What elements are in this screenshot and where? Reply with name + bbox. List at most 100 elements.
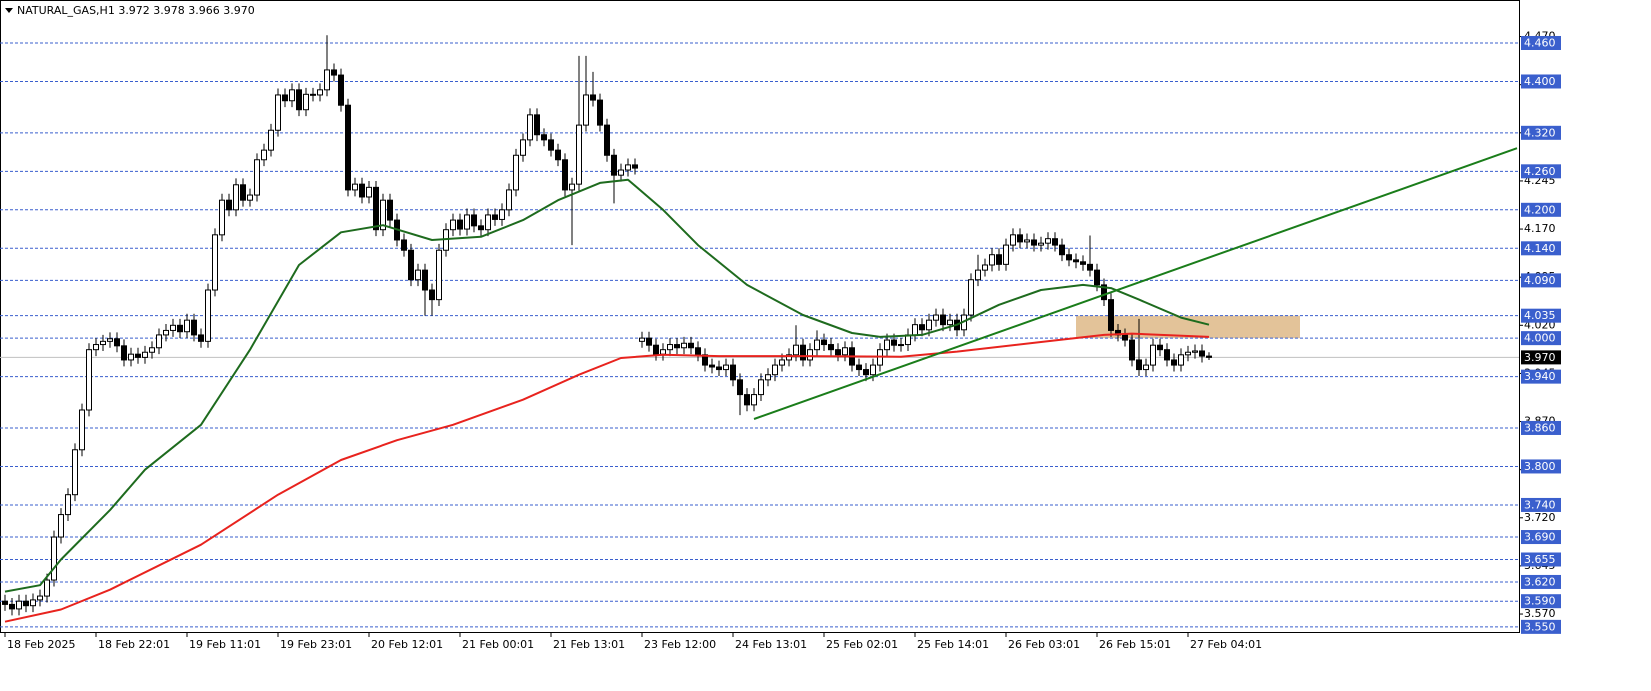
candle-body [128, 353, 134, 361]
candle-body [968, 279, 974, 316]
candle-body [219, 199, 225, 236]
x-tick-label: 20 Feb 12:01 [371, 638, 443, 651]
candle-body [744, 394, 750, 406]
candle-body [338, 74, 344, 106]
x-tick-label: 18 Feb 22:01 [98, 638, 170, 651]
candle-body [359, 183, 365, 198]
candle-body [590, 94, 596, 101]
candle-body [695, 347, 701, 356]
candle-body [198, 334, 204, 342]
candle-body [1059, 244, 1065, 256]
candle-body [611, 154, 617, 176]
candle-body [1017, 234, 1023, 243]
level-label: 3.620 [1524, 575, 1556, 588]
level-label: 4.320 [1524, 126, 1556, 139]
level-label-box [1521, 273, 1561, 288]
candle-body [786, 354, 792, 361]
candle-body [30, 599, 36, 607]
candle-body [1122, 334, 1128, 341]
candle-body [1192, 350, 1198, 353]
level-label-box [1521, 35, 1561, 50]
candle-body [1157, 344, 1163, 351]
candle-body [478, 225, 484, 231]
level-label: 4.200 [1524, 203, 1556, 216]
candle-body [618, 169, 624, 176]
candle-body [856, 364, 862, 371]
candle-body [926, 319, 932, 331]
line-series [753, 147, 1518, 420]
candle-body [520, 139, 526, 156]
level-label: 3.800 [1524, 460, 1556, 473]
x-tick-label: 26 Feb 03:01 [1008, 638, 1080, 651]
candle-body [233, 184, 239, 211]
level-label-box [1521, 74, 1561, 89]
candle-body [1129, 339, 1135, 361]
current-price-label: 3.970 [1524, 351, 1556, 364]
candle-body [632, 164, 638, 169]
candle-body [800, 344, 806, 361]
candle-body [2, 600, 8, 605]
level-label-box [1521, 552, 1561, 567]
candle-body [121, 345, 127, 361]
level-label-box [1521, 594, 1561, 609]
candle-body [646, 337, 652, 346]
candle-body [247, 194, 253, 201]
candle-body [9, 603, 15, 610]
candle-body [317, 89, 323, 96]
candle-body [1199, 350, 1205, 357]
level-label-box [1521, 202, 1561, 217]
candle-body [380, 199, 386, 231]
candle-body [212, 234, 218, 291]
candle-body [289, 89, 295, 102]
header-marker [5, 8, 13, 13]
candle-body [863, 369, 869, 376]
candle-body [1045, 238, 1051, 244]
candle-body [51, 536, 57, 581]
candle-body [688, 342, 694, 349]
candle-body [408, 249, 414, 281]
candle-body [345, 104, 351, 191]
candle-body [205, 289, 211, 342]
candle-body [639, 337, 645, 342]
candle-body [142, 351, 148, 358]
candle-body [387, 199, 393, 221]
candle-body [569, 183, 575, 191]
candle-body [1080, 261, 1086, 265]
candle-body [709, 364, 715, 368]
candle-body [660, 349, 666, 355]
candle-body [1031, 239, 1037, 246]
candle-body [177, 324, 183, 333]
candle-body [716, 366, 722, 371]
candle-body [681, 342, 687, 349]
candle-body [240, 184, 246, 201]
candle-body [16, 600, 22, 610]
chart-title: NATURAL_GAS,H1 3.972 3.978 3.966 3.970 [17, 4, 255, 17]
x-tick-label: 25 Feb 02:01 [826, 638, 898, 651]
level-label-box [1521, 497, 1561, 512]
level-label-box [1521, 125, 1561, 140]
line-series [4, 332, 1210, 623]
candle-body [1024, 239, 1030, 243]
candle-body [555, 149, 561, 161]
candle-body [737, 379, 743, 396]
level-label-box [1521, 369, 1561, 384]
candle-body [296, 89, 302, 111]
level-label: 3.690 [1524, 531, 1556, 544]
candle-body [422, 269, 428, 291]
candle-body [723, 364, 729, 371]
candle-body [1003, 244, 1009, 265]
x-tick-label: 27 Feb 04:01 [1190, 638, 1262, 651]
candle-body [870, 364, 876, 376]
candle-body [779, 359, 785, 366]
candle-body [751, 394, 757, 406]
candle-body [352, 183, 358, 191]
x-tick-label: 19 Feb 11:01 [189, 638, 261, 651]
candle-body [1143, 364, 1149, 371]
x-tick-label: 21 Feb 00:01 [462, 638, 534, 651]
candle-body [275, 94, 281, 131]
level-label: 4.090 [1524, 274, 1556, 287]
candle-body [1066, 254, 1072, 261]
level-label: 3.860 [1524, 421, 1556, 434]
